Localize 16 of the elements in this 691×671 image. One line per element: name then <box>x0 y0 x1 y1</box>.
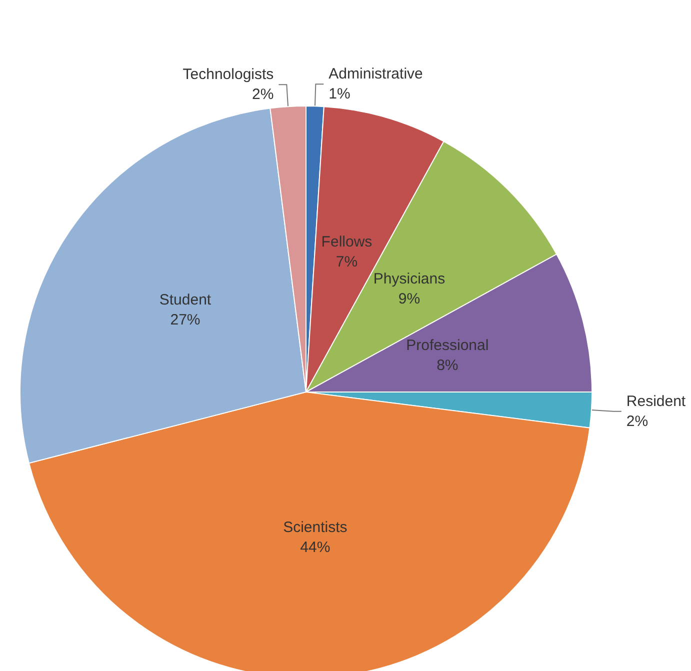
slice-label: Resident <box>626 392 686 410</box>
data-label: 2% <box>626 412 648 430</box>
slice-label: Fellows <box>321 233 372 250</box>
data-label: 9% <box>398 290 420 308</box>
slice-label: Administrative <box>328 66 423 83</box>
data-label: 44% <box>300 539 330 556</box>
data-label: 1% <box>328 86 350 103</box>
data-label: 27% <box>170 311 200 328</box>
slice-label: Physicians <box>373 270 446 288</box>
data-label: 8% <box>436 357 458 374</box>
data-label: 2% <box>252 86 274 104</box>
slice-label: Scientists <box>283 519 348 536</box>
slice-label: Technologists <box>182 66 274 84</box>
data-label: 7% <box>336 253 358 270</box>
slice-label: Student <box>159 291 212 308</box>
slice-label: Professional <box>406 337 489 354</box>
